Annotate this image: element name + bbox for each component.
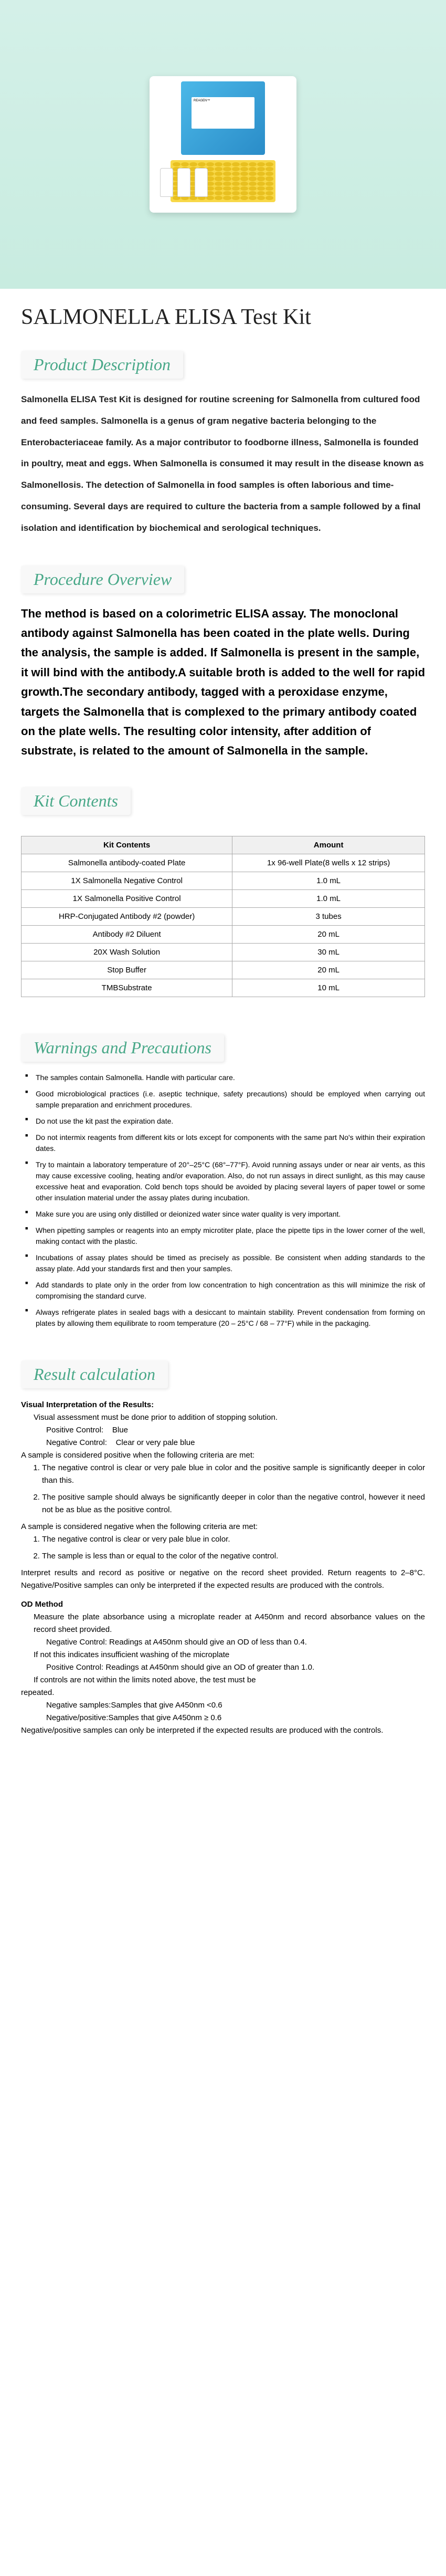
list-item: The sample is less than or equal to the …: [42, 1550, 425, 1563]
list-item: Good microbiological practices (i.e. ase…: [21, 1088, 425, 1111]
list-item: Try to maintain a laboratory temperature…: [21, 1159, 425, 1203]
table-cell: Stop Buffer: [22, 961, 232, 979]
list-item: The negative control is clear or very pa…: [42, 1533, 425, 1546]
table-row: Salmonella antibody-coated Plate1x 96-we…: [22, 854, 425, 872]
table-cell: 20 mL: [232, 961, 425, 979]
table-cell: 3 tubes: [232, 907, 425, 925]
section-header-results: Result calculation: [21, 1360, 168, 1388]
kit-contents-table: Kit ContentsAmount Salmonella antibody-c…: [21, 836, 425, 997]
pos-control-color: Blue: [112, 1426, 128, 1434]
od-neg-samples: Negative samples:Samples that give A450n…: [21, 1699, 425, 1712]
table-cell: Antibody #2 Diluent: [22, 925, 232, 943]
od-repeat: If controls are not within the limits no…: [21, 1674, 425, 1687]
list-item: The negative control is clear or very pa…: [42, 1462, 425, 1487]
table-header: Kit Contents: [22, 836, 232, 854]
result-calculation-content: Visual Interpretation of the Results: Vi…: [0, 1399, 446, 1753]
hero-image: REAGEN™: [0, 0, 446, 289]
table-cell: 20 mL: [232, 925, 425, 943]
list-item: The samples contain Salmonella. Handle w…: [21, 1072, 425, 1083]
list-item: Always refrigerate plates in sealed bags…: [21, 1307, 425, 1329]
list-item: When pipetting samples or reagents into …: [21, 1225, 425, 1247]
table-cell: 30 mL: [232, 943, 425, 961]
section-header-product-description: Product Description: [21, 351, 183, 379]
positive-criteria-list: The negative control is clear or very pa…: [21, 1462, 425, 1516]
table-row: 20X Wash Solution30 mL: [22, 943, 425, 961]
page-title: SALMONELLA ELISA Test Kit: [21, 305, 425, 330]
list-item: Add standards to plate only in the order…: [21, 1280, 425, 1302]
pos-control-label: Positive Control:: [46, 1426, 103, 1434]
section-header-procedure: Procedure Overview: [21, 566, 184, 593]
neg-control-label: Negative Control:: [46, 1438, 107, 1447]
od-repeat2: repeated.: [21, 1687, 425, 1699]
table-row: 1X Salmonella Positive Control1.0 mL: [22, 889, 425, 907]
od-pos: Positive Control: Readings at A450nm sho…: [21, 1661, 425, 1674]
table-cell: HRP-Conjugated Antibody #2 (powder): [22, 907, 232, 925]
od-neg: Negative Control: Readings at A450nm sho…: [21, 1636, 425, 1649]
box-brand-label: REAGEN™: [192, 97, 254, 129]
od-final: Negative/positive samples can only be in…: [21, 1724, 425, 1737]
negative-criteria-intro: A sample is considered negative when the…: [21, 1521, 425, 1533]
table-row: 1X Salmonella Negative Control1.0 mL: [22, 872, 425, 889]
table-cell: 1X Salmonella Negative Control: [22, 872, 232, 889]
negative-criteria-list: The negative control is clear or very pa…: [21, 1533, 425, 1563]
table-cell: Salmonella antibody-coated Plate: [22, 854, 232, 872]
table-row: Antibody #2 Diluent20 mL: [22, 925, 425, 943]
table-cell: 10 mL: [232, 979, 425, 997]
list-item: The positive sample should always be sig…: [42, 1491, 425, 1516]
neg-control-color: Clear or very pale blue: [116, 1438, 195, 1447]
table-cell: 1x 96-well Plate(8 wells x 12 strips): [232, 854, 425, 872]
section-header-warnings: Warnings and Precautions: [21, 1034, 224, 1062]
visual-intro: Visual assessment must be done prior to …: [21, 1411, 425, 1424]
od-pos-samples: Negative/positive:Samples that give A450…: [21, 1712, 425, 1724]
table-cell: 1.0 mL: [232, 872, 425, 889]
section-header-kit-contents: Kit Contents: [21, 787, 131, 815]
od-intro: Measure the plate absorbance using a mic…: [21, 1611, 425, 1636]
table-row: Stop Buffer20 mL: [22, 961, 425, 979]
visual-heading: Visual Interpretation of the Results:: [21, 1399, 425, 1411]
od-wash: If not this indicates insufficient washi…: [21, 1649, 425, 1661]
table-row: TMBSubstrate10 mL: [22, 979, 425, 997]
reagent-bottles: [160, 168, 208, 197]
interpret-text: Interpret results and record as positive…: [21, 1567, 425, 1592]
kit-illustration: REAGEN™: [150, 76, 296, 213]
table-cell: 1.0 mL: [232, 889, 425, 907]
list-item: Do not intermix reagents from different …: [21, 1132, 425, 1154]
table-row: HRP-Conjugated Antibody #2 (powder)3 tub…: [22, 907, 425, 925]
table-cell: TMBSubstrate: [22, 979, 232, 997]
table-cell: 1X Salmonella Positive Control: [22, 889, 232, 907]
positive-criteria-intro: A sample is considered positive when the…: [21, 1449, 425, 1462]
list-item: Do not use the kit past the expiration d…: [21, 1116, 425, 1127]
table-cell: 20X Wash Solution: [22, 943, 232, 961]
table-header: Amount: [232, 836, 425, 854]
warnings-list: The samples contain Salmonella. Handle w…: [21, 1072, 425, 1329]
od-heading: OD Method: [21, 1598, 425, 1611]
list-item: Make sure you are using only distilled o…: [21, 1209, 425, 1220]
list-item: Incubations of assay plates should be ti…: [21, 1252, 425, 1274]
procedure-overview-text: The method is based on a colorimetric EL…: [21, 604, 425, 761]
product-description-text: Salmonella ELISA Test Kit is designed fo…: [21, 389, 425, 539]
